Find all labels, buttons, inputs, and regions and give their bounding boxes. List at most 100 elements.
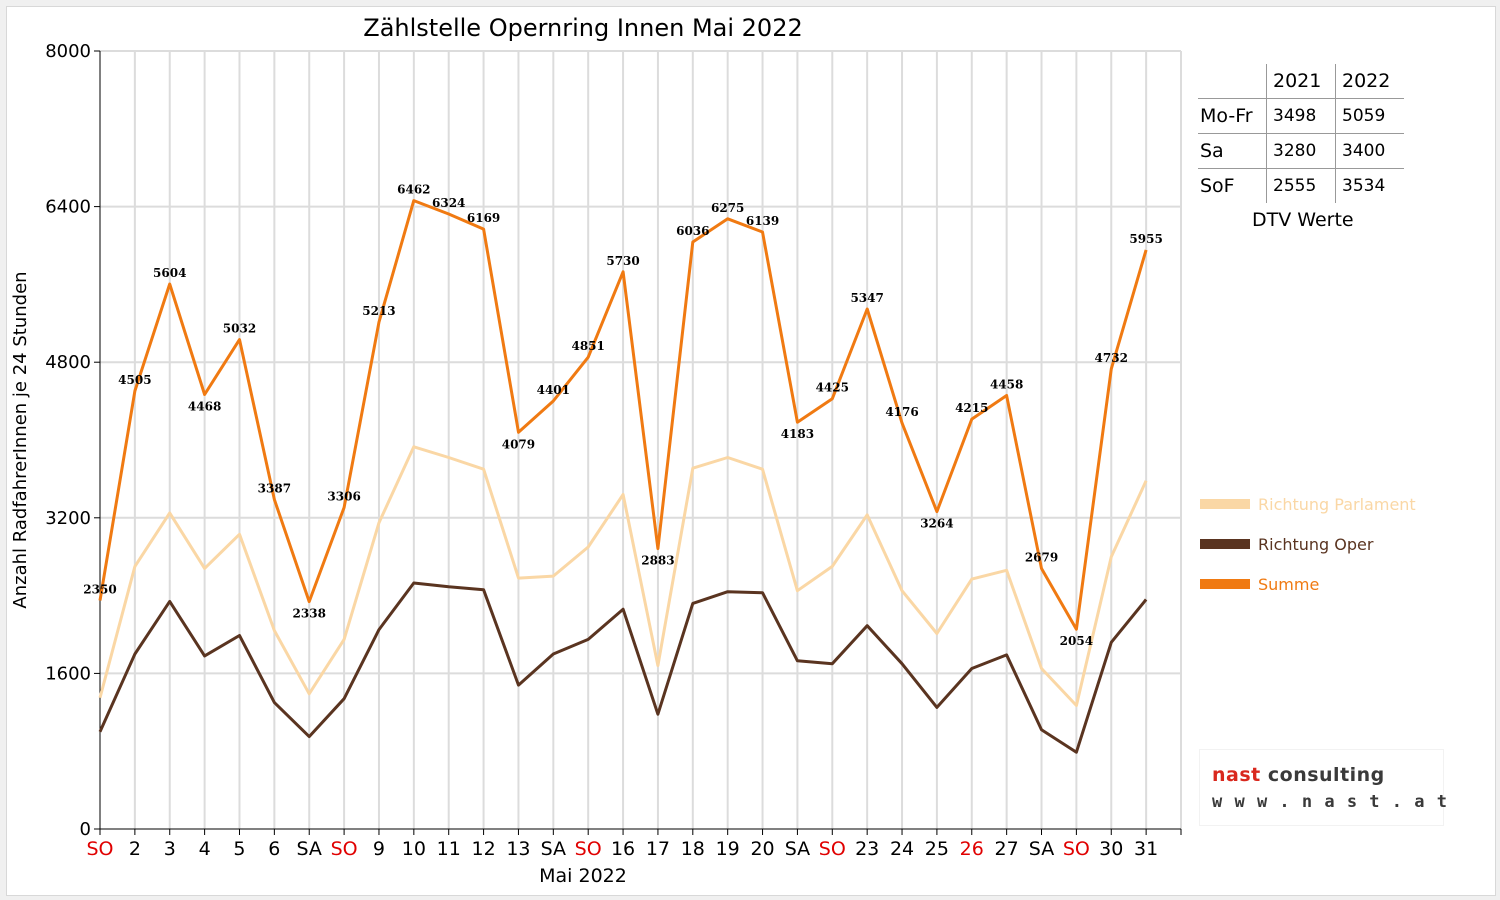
x-tick-label: 25: [925, 838, 949, 860]
x-tick-label: SA: [541, 838, 566, 860]
dtv-cell: 3498: [1266, 98, 1336, 134]
data-label: 6462: [397, 183, 430, 197]
data-label: 4215: [955, 401, 988, 415]
data-label: 6169: [467, 211, 500, 225]
dtv-cell: 3400: [1335, 133, 1404, 169]
grid-lines: [100, 50, 1182, 829]
x-tick-label: SA: [1029, 838, 1054, 860]
series-line-richtung-parlament: [98, 445, 1148, 707]
legend-item-parlament: Richtung Parlament: [1200, 492, 1416, 516]
data-label: 6275: [711, 201, 744, 215]
x-tick-label: SA: [785, 838, 810, 860]
legend-label: Richtung Oper: [1258, 534, 1374, 554]
dtv-row-label: SoF: [1198, 168, 1267, 203]
data-label: 2679: [1025, 550, 1058, 564]
data-label: 6324: [432, 196, 465, 210]
x-tick-label: SA: [297, 838, 322, 860]
dtv-header-2022: 2022: [1335, 64, 1404, 99]
x-tick-label: 20: [750, 838, 774, 860]
x-tick-label: 4: [199, 838, 211, 860]
y-tick-label: 1600: [45, 663, 91, 684]
x-tick-label: 13: [506, 838, 530, 860]
data-label: 2350: [83, 582, 116, 596]
dtv-header-empty: [1198, 64, 1267, 99]
data-label: 5347: [850, 291, 883, 305]
logo-url: w w w . n a s t . a t: [1212, 792, 1448, 812]
x-tick-label: 6: [268, 838, 280, 860]
dtv-row-label: Sa: [1198, 133, 1267, 169]
x-tick-label: SO: [819, 838, 846, 860]
y-tick-label: 8000: [45, 41, 91, 62]
data-label: 4425: [816, 381, 849, 395]
x-tick-label: 10: [402, 838, 426, 860]
nast-consulting-logo: nast consulting w w w . n a s t . a t: [1200, 750, 1447, 825]
dtv-caption: DTV Werte: [1252, 209, 1354, 231]
dtv-cell: 5059: [1335, 98, 1404, 134]
x-tick-label: SO: [331, 838, 358, 860]
series-lines: [98, 199, 1148, 754]
data-label: 2054: [1060, 634, 1093, 648]
dtv-cell: 3534: [1335, 168, 1404, 203]
data-label: 4505: [118, 373, 151, 387]
data-label: 4458: [990, 377, 1023, 391]
x-tick-label: 18: [681, 838, 705, 860]
logo-brand-part2: consulting: [1267, 764, 1385, 786]
data-label: 2338: [293, 607, 326, 621]
x-tick-label: 24: [890, 838, 914, 860]
data-label: 4183: [781, 427, 814, 441]
x-tick-label: 12: [471, 838, 495, 860]
data-label: 6139: [746, 214, 779, 228]
data-label: 4079: [502, 437, 535, 451]
data-label: 5730: [606, 254, 639, 268]
data-label: 6036: [676, 224, 709, 238]
x-tick-label: 16: [611, 838, 635, 860]
legend-label: Summe: [1258, 574, 1320, 594]
x-tick-label: SO: [575, 838, 602, 860]
y-tick-label: 3200: [45, 508, 91, 529]
x-tick-label: 23: [855, 838, 879, 860]
chart-title: Zählstelle Opernring Innen Mai 2022: [363, 14, 803, 42]
y-tick-label: 4800: [45, 352, 91, 373]
legend-swatch: [1200, 579, 1250, 589]
data-label: 4401: [537, 383, 570, 397]
data-label: 5032: [223, 322, 256, 336]
data-label: 4851: [571, 339, 604, 353]
data-label: 4468: [188, 399, 221, 413]
series-line-summe: [98, 199, 1148, 631]
x-tick-label: 19: [716, 838, 740, 860]
data-label: 3264: [920, 517, 953, 531]
legend-item-oper: Richtung Oper: [1200, 532, 1373, 556]
legend-swatch: [1200, 539, 1250, 549]
x-tick-label: 11: [437, 838, 461, 860]
legend-item-summe: Summe: [1200, 572, 1319, 596]
x-tick-label: SO: [1063, 838, 1090, 860]
dtv-header-2021: 2021: [1266, 64, 1336, 99]
y-tick-label: 0: [80, 819, 91, 840]
dtv-row-label: Mo-Fr: [1198, 98, 1267, 134]
x-tick-label: 3: [164, 838, 176, 860]
dtv-cell: 2555: [1266, 168, 1336, 203]
data-label: 5604: [153, 266, 186, 280]
data-label: 5955: [1129, 232, 1162, 246]
data-label: 5213: [362, 304, 395, 318]
series-line-richtung-oper: [98, 581, 1148, 754]
dtv-cell: 3280: [1266, 133, 1336, 169]
data-label: 4176: [885, 405, 918, 419]
data-label: 4732: [1095, 351, 1128, 365]
y-tick-label: 6400: [45, 197, 91, 218]
data-label: 2883: [641, 554, 674, 568]
data-labels: 2350 4505 5604 4468 5032 3387 2338 3306 5213 6462…: [83, 183, 1163, 649]
logo-brand: nast consulting: [1212, 764, 1385, 786]
x-tick-label: 2: [129, 838, 141, 860]
x-tick-label: SO: [86, 838, 113, 860]
x-tick-label: 30: [1099, 838, 1123, 860]
x-tick-label: 27: [995, 838, 1019, 860]
legend-swatch: [1200, 499, 1250, 509]
x-tick-label: 26: [960, 838, 984, 860]
logo-brand-part1: nast: [1212, 764, 1261, 786]
data-label: 3306: [327, 489, 360, 503]
data-label: 3387: [258, 482, 291, 496]
x-tick-label: 9: [373, 838, 385, 860]
